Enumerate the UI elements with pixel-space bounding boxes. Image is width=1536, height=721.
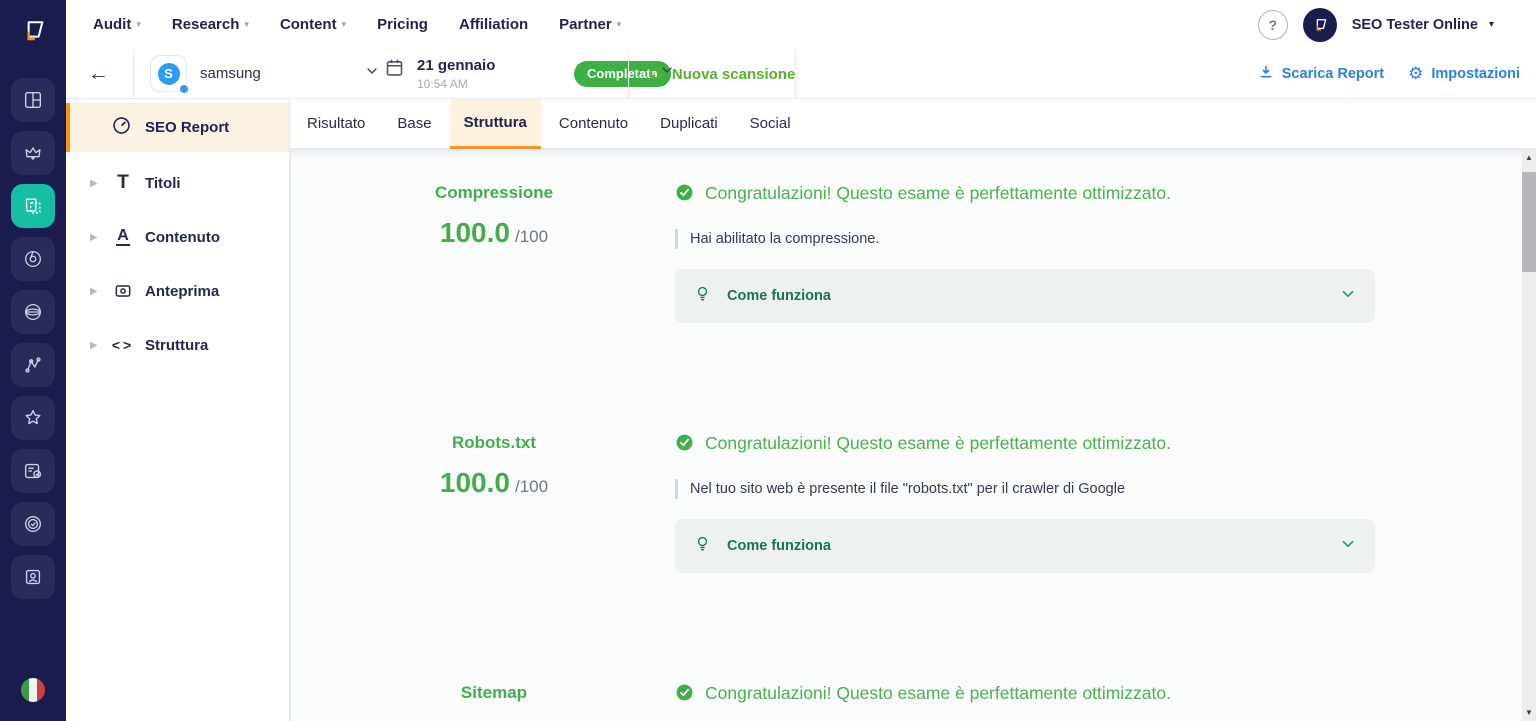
chevron-down-icon[interactable]: ▾	[1488, 19, 1494, 30]
how-it-works-accordion[interactable]: Come funziona	[675, 519, 1375, 573]
expander-triangle-icon[interactable]: ▶	[90, 285, 98, 297]
chevron-down-icon: ▾	[244, 19, 249, 29]
congrats-message: Congratulazioni! Questo esame è perfetta…	[675, 683, 1375, 707]
speedometer-icon	[111, 115, 132, 141]
congrats-message: Congratulazioni! Questo esame è perfetta…	[675, 183, 1375, 207]
sidebar-item-struttura[interactable]: ▶ <> Struttura	[90, 336, 209, 354]
download-report-button[interactable]: Scarica Report	[1258, 64, 1384, 85]
vertical-scrollbar[interactable]: ▲ ▼	[1522, 150, 1536, 721]
divider	[628, 49, 629, 99]
sidebar-item-anteprima[interactable]: ▶ Anteprima	[90, 281, 220, 301]
status-badge: Completata	[574, 61, 671, 87]
divider	[795, 49, 796, 99]
exam-score: 100.0 /100	[439, 467, 549, 498]
exam-section-robots: Robots.txt 100.0 /100 Congratulazioni! Q…	[291, 433, 1536, 573]
scan-date-selector[interactable]: 21 gennaio 10:54 AM	[384, 57, 495, 91]
exam-note: Hai abilitato la compressione.	[675, 229, 1375, 249]
download-icon	[1258, 64, 1274, 85]
star-icon[interactable]	[11, 396, 55, 440]
sidebar-item-contenuto[interactable]: ▶ A Contenuto	[90, 227, 220, 246]
gauge-check-icon[interactable]	[11, 502, 55, 546]
seo-report-icon[interactable]	[11, 184, 55, 228]
lightbulb-icon	[693, 284, 712, 308]
chevron-down-icon[interactable]	[659, 62, 675, 83]
app-rail	[0, 0, 66, 721]
exam-score: 100.0 /100	[313, 717, 675, 721]
check-circle-icon	[675, 183, 694, 207]
expander-triangle-icon[interactable]: ▶	[90, 177, 98, 189]
project-avatar: S	[150, 55, 190, 95]
tab-base[interactable]: Base	[397, 115, 432, 132]
back-button[interactable]: ←	[88, 62, 109, 85]
exam-title: Robots.txt	[451, 433, 537, 452]
exam-score: 100.0 /100	[439, 217, 549, 248]
calendar-icon	[384, 57, 405, 83]
crown-icon[interactable]	[11, 131, 55, 175]
italy-flag-icon[interactable]	[21, 678, 45, 702]
congrats-message: Congratulazioni! Questo esame è perfetta…	[675, 433, 1375, 457]
exam-title: Sitemap	[460, 683, 528, 702]
chevron-down-icon: ▾	[341, 19, 347, 29]
account-avatar[interactable]	[1302, 7, 1337, 42]
sidebar-item-titoli[interactable]: ▶ T Titoli	[90, 172, 181, 193]
exam-section-compressione: Compressione 100.0 /100 Congratulazioni!…	[291, 183, 1536, 323]
gear-icon: ⚙	[1408, 63, 1424, 84]
report-sidebar: SEO Report ▶ T Titoli ▶ A Contenuto ▶	[66, 99, 290, 721]
id-card-icon[interactable]	[11, 555, 55, 599]
nav-item-content[interactable]: Content ▾	[279, 16, 347, 33]
divider	[133, 49, 134, 99]
new-scan-button[interactable]: ↺ Nuova scansione	[648, 63, 796, 85]
code-icon: <>	[111, 337, 135, 353]
nodes-graph-icon[interactable]	[11, 343, 55, 387]
tab-struttura[interactable]: Struttura	[449, 99, 541, 149]
exam-title: Compressione	[434, 183, 554, 202]
lightbulb-icon	[693, 534, 712, 558]
tab-contenuto[interactable]: Contenuto	[558, 115, 629, 132]
tab-duplicati[interactable]: Duplicati	[660, 115, 718, 132]
chevron-down-icon: ▾	[616, 19, 622, 29]
chevron-down-icon	[364, 63, 380, 84]
expander-triangle-icon[interactable]: ▶	[90, 339, 98, 351]
text-title-icon: T	[117, 172, 129, 193]
checklist-icon[interactable]	[11, 449, 55, 493]
tab-social[interactable]: Social	[749, 115, 791, 132]
brand-logo-icon[interactable]	[11, 10, 55, 52]
refresh-icon: ↺	[648, 63, 664, 85]
exam-note: Nel tuo sito web è presente il file "rob…	[675, 479, 1375, 499]
globe-icon[interactable]	[11, 290, 55, 334]
how-it-works-accordion[interactable]: Come funziona	[675, 269, 1375, 323]
scrollbar-thumb[interactable]	[1522, 172, 1536, 272]
chevron-down-icon[interactable]	[1339, 535, 1357, 558]
scan-toolbar: ← S samsung 21 gennaio 10:54 AM Com	[66, 49, 1536, 99]
brand-logo-icon	[1316, 18, 1327, 31]
check-circle-icon	[675, 433, 694, 457]
chevron-down-icon: ▾	[136, 19, 141, 29]
nav-item-partner[interactable]: Partner ▾	[559, 16, 622, 33]
help-icon[interactable]: ?	[1257, 9, 1288, 40]
check-circle-icon	[675, 683, 694, 707]
settings-button[interactable]: ⚙ Impostazioni	[1408, 63, 1520, 84]
report-content: Compressione 100.0 /100 Congratulazioni!…	[290, 149, 1536, 721]
scroll-up-icon[interactable]: ▲	[1525, 153, 1533, 162]
dashboard-grid-icon[interactable]	[11, 78, 55, 122]
chevron-down-icon[interactable]	[1339, 285, 1357, 308]
text-content-icon: A	[116, 227, 130, 246]
preview-eye-icon	[110, 281, 136, 301]
nav-item-research[interactable]: Research ▾	[171, 16, 249, 33]
account-menu[interactable]: SEO Tester Online	[1351, 16, 1478, 33]
project-selector[interactable]: S samsung	[150, 55, 380, 95]
online-dot	[178, 83, 190, 95]
top-navbar: Audit ▾ Research ▾ Content ▾ Pricing Affili…	[66, 0, 1536, 49]
nav-item-affiliation[interactable]: Affiliation	[458, 16, 529, 33]
tab-risultato[interactable]: Risultato	[307, 115, 366, 132]
scroll-down-icon[interactable]: ▼	[1525, 708, 1533, 717]
sidebar-item-seo-report[interactable]: SEO Report	[66, 103, 289, 152]
disc-icon[interactable]	[11, 237, 55, 281]
nav-item-audit[interactable]: Audit ▾	[93, 16, 141, 33]
nav-item-pricing[interactable]: Pricing	[377, 16, 428, 33]
expander-triangle-icon[interactable]: ▶	[90, 231, 98, 243]
exam-section-sitemap: Sitemap 100.0 /100 Congratulazioni! Ques…	[291, 683, 1536, 721]
report-tabs: Risultato Base Struttura Contenuto Dupli…	[290, 99, 1536, 149]
